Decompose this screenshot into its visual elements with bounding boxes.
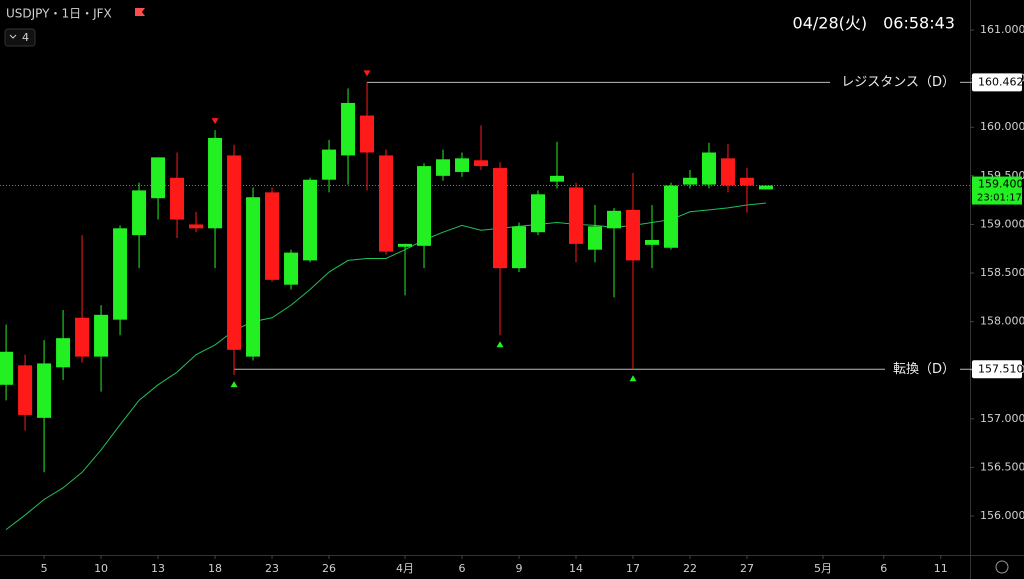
level-tag-label: 160.462 xyxy=(978,75,1024,88)
candle-body xyxy=(436,159,451,176)
candle-body xyxy=(341,102,356,156)
level-tag xyxy=(972,73,1022,92)
candle-body xyxy=(151,157,166,199)
y-tick-label: 160.000 xyxy=(980,120,1024,133)
candle-body xyxy=(758,185,773,190)
candle-body xyxy=(379,155,394,252)
candle-body xyxy=(739,177,754,186)
candle-body xyxy=(682,177,697,185)
candle-body xyxy=(417,166,432,246)
candle-body xyxy=(701,152,716,185)
candle-body xyxy=(18,365,33,415)
candle-body xyxy=(303,179,318,261)
level-tag xyxy=(972,360,1022,379)
signal-down xyxy=(363,70,371,77)
candle-body xyxy=(265,192,280,280)
x-tick-label: 18 xyxy=(208,562,222,575)
candle-body xyxy=(587,226,602,250)
x-tick-label: 27 xyxy=(740,562,754,575)
y-tick-label: 158.500 xyxy=(980,266,1024,279)
x-tick-label: 13 xyxy=(151,562,165,575)
level-name: レジスタンス（D） xyxy=(841,75,955,90)
candle-body xyxy=(455,158,470,172)
x-tick-label: 17 xyxy=(626,562,640,575)
level-name: 転換（D） xyxy=(893,362,955,377)
price-tag xyxy=(972,176,1022,205)
candle-body xyxy=(189,224,204,229)
x-tick-label: 6 xyxy=(880,562,887,575)
countdown: 23:01:17 xyxy=(977,193,1022,204)
x-tick-label: 6 xyxy=(459,562,466,575)
x-tick-label: 9 xyxy=(516,562,523,575)
candle-body xyxy=(0,351,14,385)
chart-title: USDJPY・1日・JFX xyxy=(6,7,112,21)
candle-body xyxy=(493,168,508,269)
signal-up xyxy=(496,341,504,348)
candle-body xyxy=(398,243,413,247)
signal-up xyxy=(629,375,637,382)
candle-body xyxy=(512,226,527,269)
candle-body xyxy=(75,317,90,357)
price-tag-label: 159.400 xyxy=(978,178,1024,191)
x-tick-label: 5 xyxy=(41,562,48,575)
candle-body xyxy=(360,115,375,153)
x-tick-label: 23 xyxy=(265,562,279,575)
y-tick-label: 158.000 xyxy=(980,315,1024,328)
datetime: 04/28(火) 06:58:43 xyxy=(793,14,955,33)
candle-body xyxy=(37,363,52,418)
indicator-toggle[interactable] xyxy=(4,28,36,47)
indicator-count: 4 xyxy=(22,31,29,44)
candle-body xyxy=(644,239,659,245)
candle-body xyxy=(625,209,640,261)
y-tick-label: 161.000 xyxy=(980,23,1024,36)
candle-body xyxy=(227,155,242,350)
x-tick-label: 26 xyxy=(322,562,336,575)
candle-body xyxy=(208,137,223,229)
x-tick-label: 22 xyxy=(683,562,697,575)
flag-icon xyxy=(135,8,145,16)
candle-body xyxy=(170,177,185,220)
y-tick-label: 157.000 xyxy=(980,412,1024,425)
x-tick-label: 14 xyxy=(569,562,583,575)
candle-body xyxy=(606,210,621,229)
candle-body xyxy=(284,252,299,285)
candle-body xyxy=(549,175,564,182)
level-tag-label: 157.510 xyxy=(978,362,1024,375)
candle-body xyxy=(663,185,678,248)
x-tick-label: 4月 xyxy=(396,562,414,575)
candle-body xyxy=(322,149,337,180)
candle-body xyxy=(132,190,147,236)
x-tick-label: 11 xyxy=(934,562,948,575)
candle-body xyxy=(474,160,489,167)
y-tick-label: 156.000 xyxy=(980,509,1024,522)
x-tick-label: 5月 xyxy=(814,562,832,575)
candle-body xyxy=(531,194,546,233)
chevron xyxy=(9,34,17,39)
candle-body xyxy=(246,197,261,357)
x-tick-label: 10 xyxy=(94,562,108,575)
candle-body xyxy=(56,338,71,368)
candle-body xyxy=(94,314,109,357)
candle-body xyxy=(113,228,128,320)
signal-up xyxy=(230,381,238,388)
candle-body xyxy=(720,158,735,186)
settings-icon[interactable] xyxy=(995,560,1009,574)
y-tick-label: 159.000 xyxy=(980,217,1024,230)
candle-body xyxy=(568,187,583,244)
y-tick-label: 156.500 xyxy=(980,460,1024,473)
signal-down xyxy=(211,118,219,125)
